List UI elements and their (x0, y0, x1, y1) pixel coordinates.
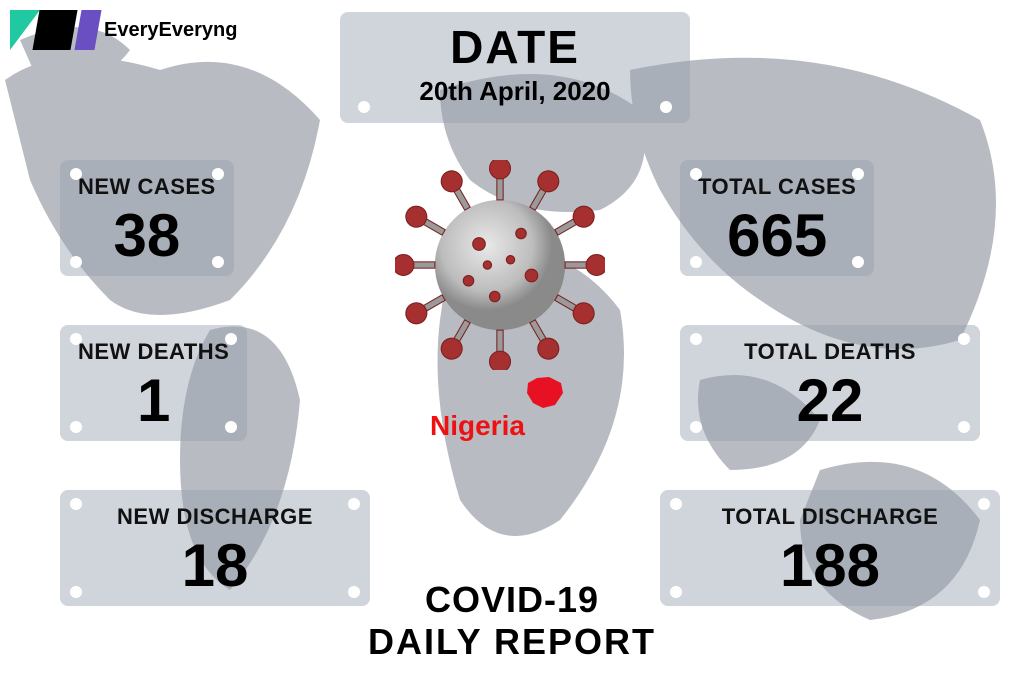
new-cases-value: 38 (78, 206, 216, 266)
total-deaths-card: TOTAL DEATHS 22 (680, 325, 980, 441)
nigeria-highlight-icon (525, 375, 565, 410)
new-deaths-card: NEW DEATHS 1 (60, 325, 247, 441)
report-title-line1: COVID-19 (0, 579, 1024, 621)
new-cases-card: NEW CASES 38 (60, 160, 234, 276)
total-cases-label: TOTAL CASES (698, 174, 856, 200)
brand-name: EveryEveryng (104, 19, 237, 42)
date-title: DATE (350, 20, 680, 74)
total-cases-value: 665 (698, 206, 856, 266)
new-discharge-label: NEW DISCHARGE (78, 504, 352, 530)
country-label: Nigeria (430, 410, 525, 442)
brand-logo-mark (10, 10, 98, 50)
total-deaths-value: 22 (698, 371, 962, 431)
date-value: 20th April, 2020 (350, 76, 680, 107)
date-card: DATE 20th April, 2020 (340, 12, 690, 123)
total-discharge-label: TOTAL DISCHARGE (678, 504, 982, 530)
total-cases-card: TOTAL CASES 665 (680, 160, 874, 276)
virus-icon (395, 160, 605, 370)
new-cases-label: NEW CASES (78, 174, 216, 200)
report-title-line2: DAILY REPORT (0, 621, 1024, 663)
total-deaths-label: TOTAL DEATHS (698, 339, 962, 365)
brand-logo: EveryEveryng (10, 10, 237, 50)
new-deaths-value: 1 (78, 371, 229, 431)
report-title: COVID-19 DAILY REPORT (0, 579, 1024, 663)
new-deaths-label: NEW DEATHS (78, 339, 229, 365)
